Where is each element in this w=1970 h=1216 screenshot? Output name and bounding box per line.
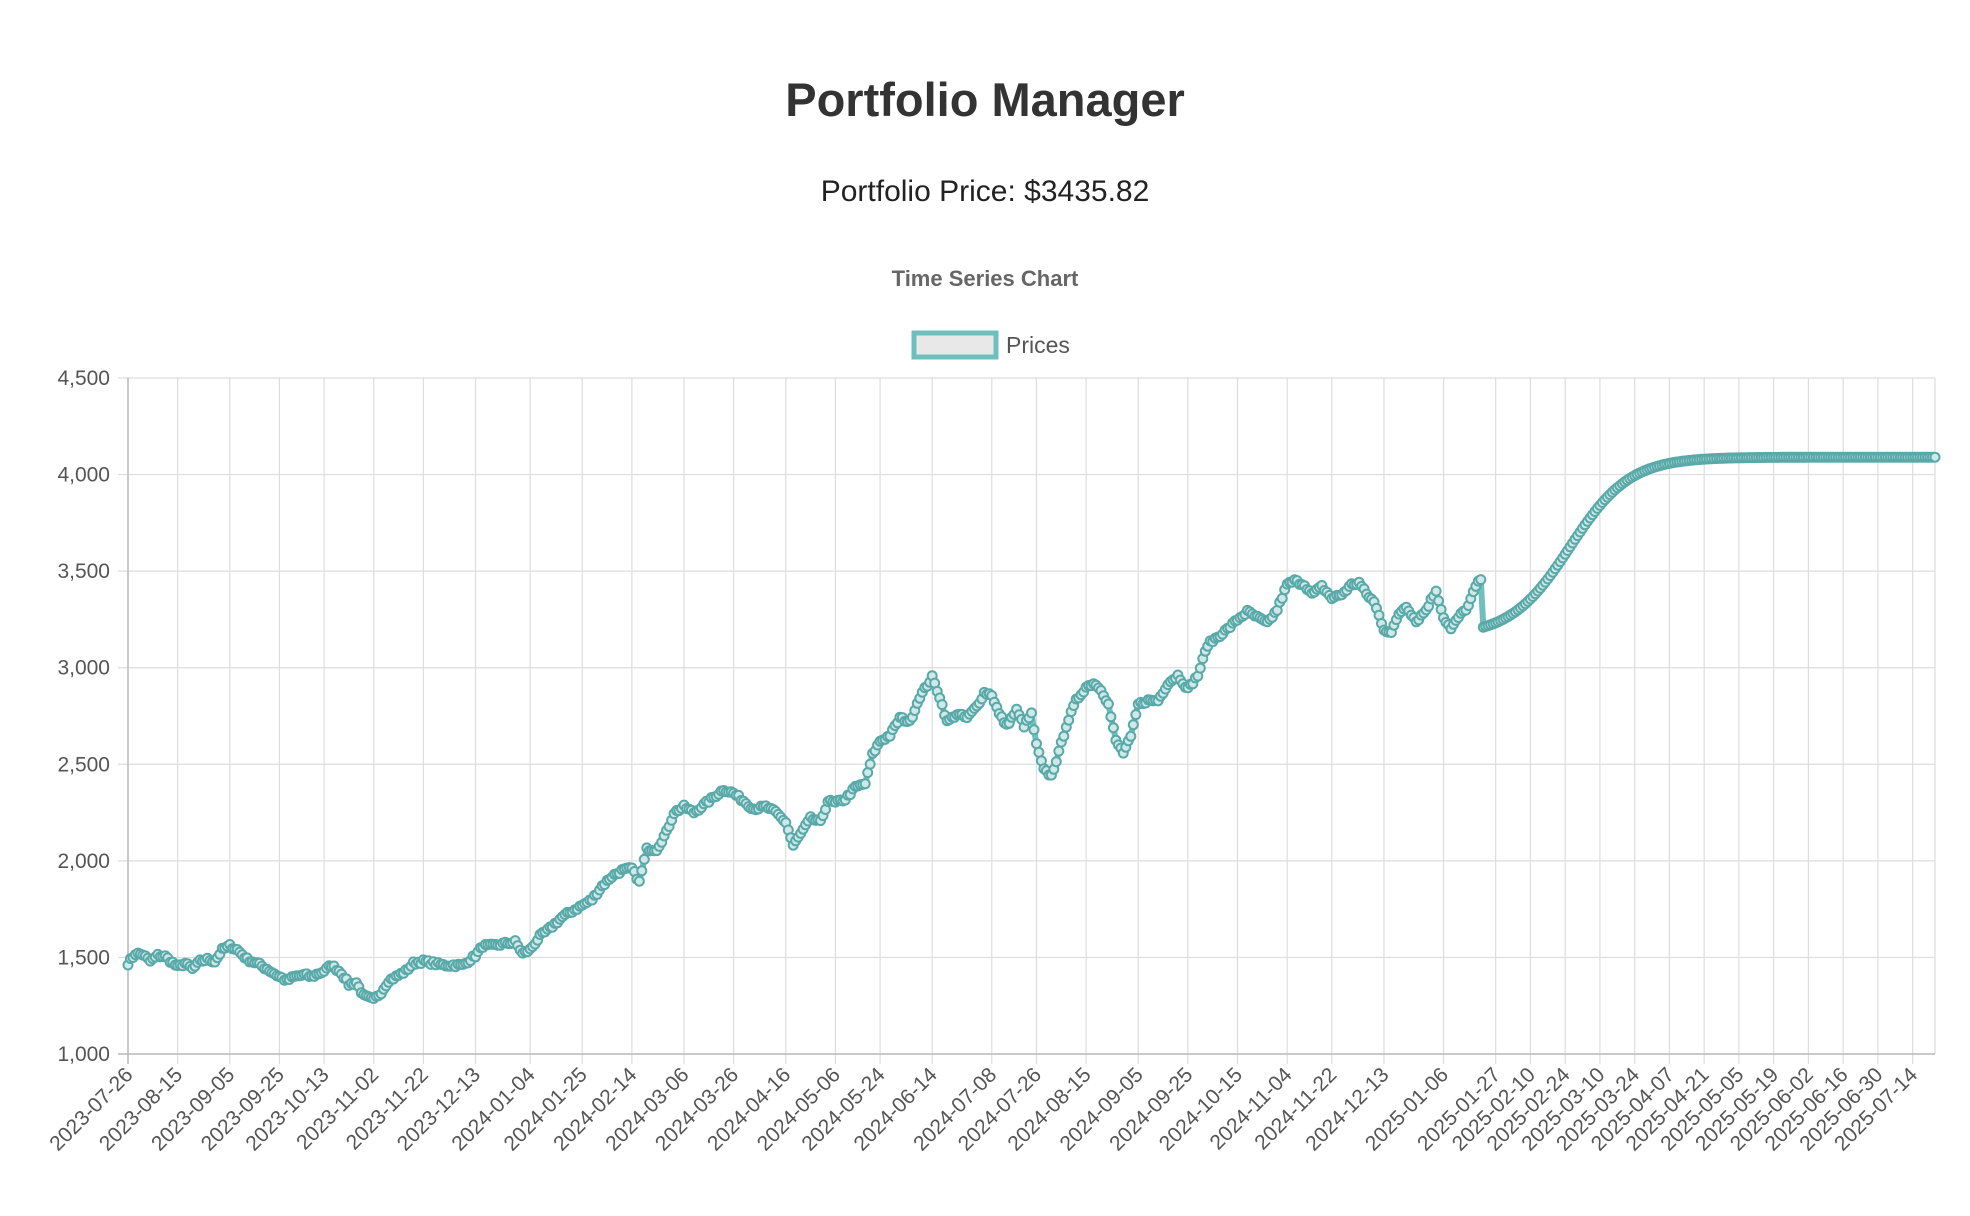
data-point <box>1105 711 1117 723</box>
data-point <box>1107 722 1119 734</box>
portfolio-price-value: $3435.82 <box>1024 175 1150 208</box>
y-tick-label: 2,000 <box>57 850 110 873</box>
y-tick-label: 4,000 <box>57 464 110 487</box>
data-point <box>636 865 648 877</box>
data-point <box>638 853 650 865</box>
portfolio-price: Portfolio Price: $3435.82 <box>0 175 1970 209</box>
data-point <box>1058 730 1070 742</box>
data-point <box>1031 738 1042 750</box>
x-axis: 2023-07-262023-08-152023-09-052023-09-25… <box>45 1063 1922 1155</box>
data-point <box>1276 592 1288 604</box>
y-axis: 1,000 1,500 2,000 2,500 3,000 3,500 4,000 4,500 <box>57 367 110 1066</box>
data-point <box>1127 719 1139 731</box>
data-point <box>1194 662 1206 674</box>
y-tick-label: 2,500 <box>57 753 110 776</box>
legend-label-prices: Prices <box>1006 332 1070 358</box>
y-tick-label: 4,500 <box>57 367 110 390</box>
data-point <box>1050 756 1062 768</box>
chart-title: Time Series Chart <box>892 266 1079 291</box>
series-prices <box>122 451 1941 1004</box>
data-point <box>1433 595 1445 607</box>
data-point <box>864 758 876 770</box>
data-point <box>1026 707 1037 719</box>
y-tick-label: 3,000 <box>57 657 110 680</box>
y-tick-label: 3,500 <box>57 560 110 583</box>
data-point <box>1130 709 1142 721</box>
data-point <box>1430 585 1442 597</box>
data-point <box>1475 574 1487 586</box>
data-point <box>633 875 645 887</box>
data-point <box>936 699 948 711</box>
legend-swatch <box>911 330 999 360</box>
y-tick-label: 1,500 <box>57 946 110 969</box>
y-tick-label: 1,000 <box>57 1043 110 1066</box>
data-point <box>1028 724 1040 736</box>
data-point <box>1053 745 1065 757</box>
legend[interactable]: Prices <box>911 330 1070 360</box>
data-point <box>1102 698 1114 710</box>
data-point <box>859 778 871 790</box>
page-title: Portfolio Manager <box>785 73 1185 126</box>
data-point <box>1125 730 1137 742</box>
data-point <box>1929 451 1941 463</box>
portfolio-price-label: Portfolio Price: <box>820 175 1016 208</box>
